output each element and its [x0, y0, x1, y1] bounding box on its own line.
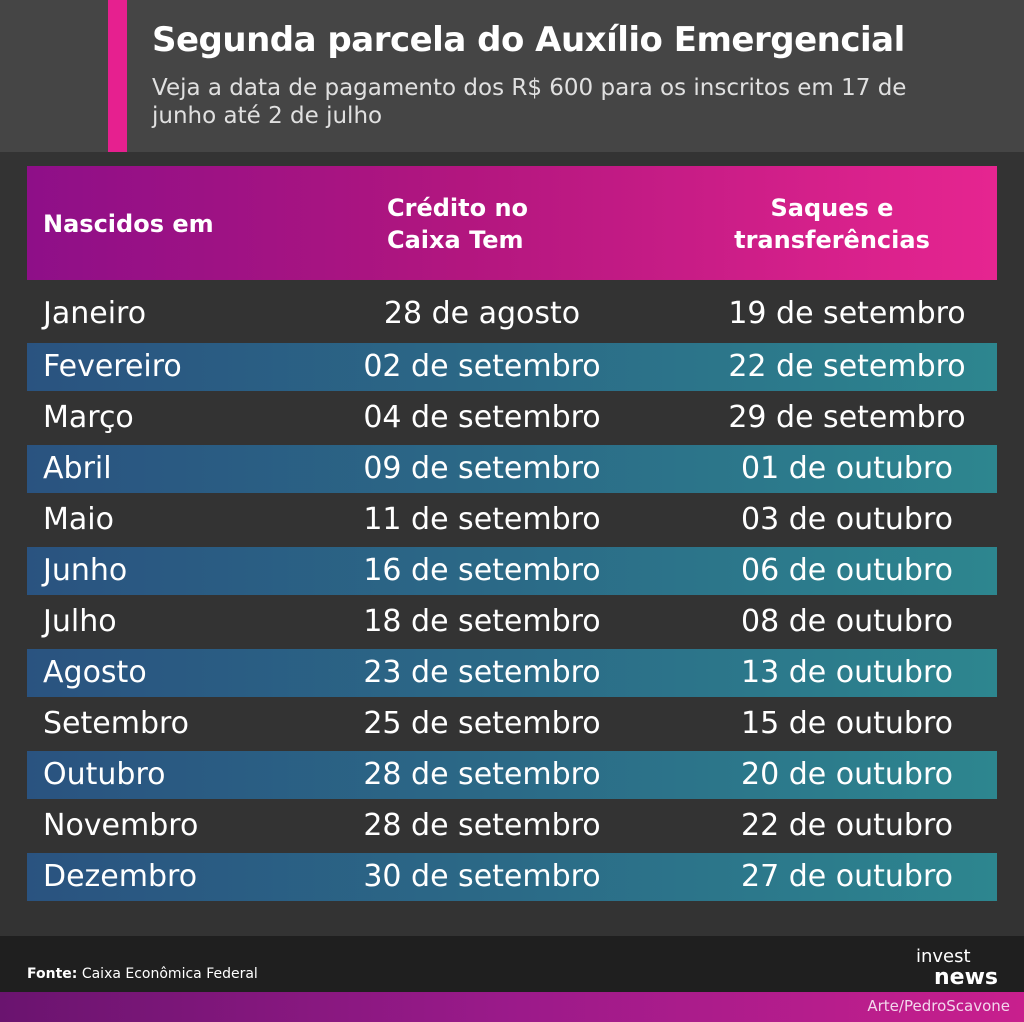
footer-band: [0, 936, 1024, 992]
source-text: Caixa Econômica Federal: [81, 966, 258, 982]
source-label: Fonte:: [27, 966, 78, 982]
month-cell: Outubro: [43, 757, 166, 792]
table-row: Setembro 25 de setembro 15 de outubro: [27, 700, 997, 748]
month-cell: Agosto: [43, 655, 147, 690]
source-note: Fonte: Caixa Econômica Federal: [27, 966, 258, 982]
logo-text-top: invest: [916, 946, 971, 967]
investnews-logo-icon: invest news: [916, 946, 998, 990]
month-cell: Novembro: [43, 808, 199, 843]
cash-date-cell: 19 de setembro: [728, 296, 966, 331]
cash-date-cell: 08 de outubro: [741, 604, 953, 639]
cash-date-cell: 29 de setembro: [728, 400, 966, 435]
cash-date-cell: 13 de outubro: [741, 655, 953, 690]
month-cell: Abril: [43, 451, 112, 486]
cash-date-cell: 06 de outubro: [741, 553, 953, 588]
bottom-gradient-bar: [0, 992, 1024, 1022]
credit-date-cell: 11 de setembro: [363, 502, 601, 537]
cash-date-cell: 27 de outubro: [741, 859, 953, 894]
month-cell: Junho: [43, 553, 128, 588]
investnews-logo: invest news: [912, 944, 1012, 990]
month-cell: Dezembro: [43, 859, 198, 894]
month-cell: Fevereiro: [43, 349, 182, 384]
table-row: Outubro 28 de setembro 20 de outubro: [27, 751, 997, 799]
cash-date-cell: 22 de outubro: [741, 808, 953, 843]
header-band: [0, 0, 1024, 152]
credit-date-cell: 25 de setembro: [363, 706, 601, 741]
credit-date-cell: 18 de setembro: [363, 604, 601, 639]
art-credit: Arte/PedroScavone: [867, 997, 1010, 1015]
month-cell: Março: [43, 400, 134, 435]
month-cell: Maio: [43, 502, 114, 537]
page-subtitle: Veja a data de pagamento dos R$ 600 para…: [152, 75, 907, 129]
credit-date-cell: 28 de setembro: [363, 757, 601, 792]
credit-date-cell: 23 de setembro: [363, 655, 601, 690]
table-row: Maio 11 de setembro 03 de outubro: [27, 496, 997, 544]
credit-date-cell: 04 de setembro: [363, 400, 601, 435]
table-header: Nascidos em Crédito no Caixa Tem Saques …: [27, 166, 997, 280]
credit-date-cell: 28 de setembro: [363, 808, 601, 843]
logo-text-bottom: news: [934, 965, 998, 988]
credit-date-cell: 16 de setembro: [363, 553, 601, 588]
cash-date-cell: 15 de outubro: [741, 706, 953, 741]
credit-date-cell: 30 de setembro: [363, 859, 601, 894]
credit-date-cell: 02 de setembro: [363, 349, 601, 384]
table-row: Novembro 28 de setembro 22 de outubro: [27, 802, 997, 850]
table-row: Agosto 23 de setembro 13 de outubro: [27, 649, 997, 697]
table-row: Fevereiro 02 de setembro 22 de setembro: [27, 343, 997, 391]
column-header-credit: Crédito no Caixa Tem: [387, 194, 529, 254]
cash-date-cell: 20 de outubro: [741, 757, 953, 792]
table-row: Julho 18 de setembro 08 de outubro: [27, 598, 997, 646]
table-row: Abril 09 de setembro 01 de outubro: [27, 445, 997, 493]
month-cell: Setembro: [43, 706, 190, 741]
table-row: Dezembro 30 de setembro 27 de outubro: [27, 853, 997, 901]
cash-date-cell: 03 de outubro: [741, 502, 953, 537]
month-cell: Julho: [43, 604, 117, 639]
column-header-born: Nascidos em: [43, 210, 214, 238]
cash-date-cell: 01 de outubro: [741, 451, 953, 486]
column-header-cash: Saques e transferências: [734, 194, 930, 254]
cash-date-cell: 22 de setembro: [728, 349, 966, 384]
month-cell: Janeiro: [43, 296, 147, 331]
page-title: Segunda parcela do Auxílio Emergencial: [152, 20, 905, 60]
table-row: Junho 16 de setembro 06 de outubro: [27, 547, 997, 595]
credit-date-cell: 09 de setembro: [363, 451, 601, 486]
table-row: Março 04 de setembro 29 de setembro: [27, 394, 997, 442]
credit-date-cell: 28 de agosto: [383, 296, 581, 331]
accent-bar: [108, 0, 127, 152]
table-row: Janeiro 28 de agosto 19 de setembro: [27, 290, 997, 338]
